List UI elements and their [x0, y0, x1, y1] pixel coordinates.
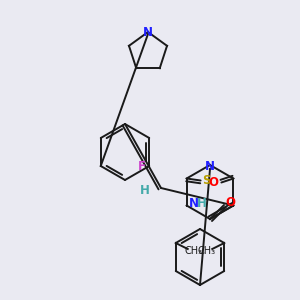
Text: N: N: [189, 197, 199, 210]
Text: N: N: [143, 26, 153, 38]
Text: CH₃: CH₃: [197, 246, 215, 256]
Text: H: H: [140, 184, 150, 196]
Text: CH₃: CH₃: [185, 246, 203, 256]
Text: S: S: [202, 174, 211, 187]
Text: H: H: [197, 197, 207, 210]
Text: N: N: [205, 160, 215, 173]
Text: O: O: [225, 196, 235, 209]
Text: O: O: [208, 176, 218, 189]
Text: F: F: [138, 160, 146, 172]
